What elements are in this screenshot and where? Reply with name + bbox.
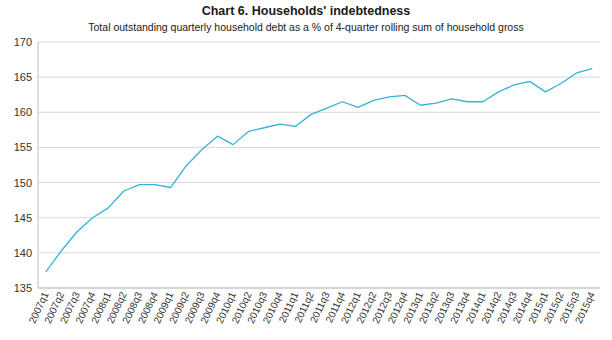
grid-line (38, 252, 600, 253)
x-tick-label: 2015q4 (573, 290, 597, 325)
subtitle: Total outstanding quarterly household de… (88, 21, 523, 33)
grid-line (38, 217, 600, 218)
y-tick-label: 170 (14, 36, 32, 48)
grid-line (38, 112, 600, 113)
y-tick-label: 135 (14, 282, 32, 294)
plot-area (46, 69, 592, 272)
grid-line (38, 147, 600, 148)
line-series (46, 69, 592, 272)
chart-container: Chart 6. Households' indebtedness Total o… (0, 0, 612, 340)
grid-line (38, 77, 600, 78)
y-axis (38, 42, 39, 288)
grid-line (38, 42, 600, 43)
y-tick-label: 150 (14, 177, 32, 189)
y-tick-label: 155 (14, 141, 32, 153)
grid-line (38, 288, 600, 289)
y-tick-label: 140 (14, 247, 32, 259)
x-axis (38, 288, 600, 289)
y-tick-label: 160 (14, 106, 32, 118)
y-tick-label: 145 (14, 212, 32, 224)
title: Chart 6. Households' indebtedness (202, 4, 411, 18)
grid-line (38, 182, 600, 183)
y-tick-label: 165 (14, 71, 32, 83)
chart-svg: Chart 6. Households' indebtedness Total o… (0, 0, 612, 340)
